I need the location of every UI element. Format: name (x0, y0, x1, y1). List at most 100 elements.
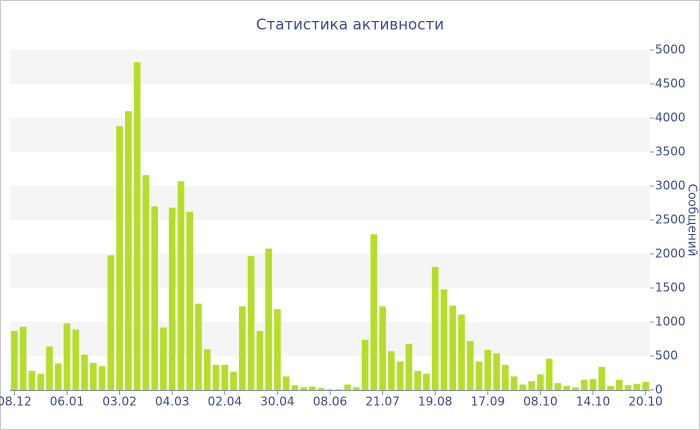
chart-title: Статистика активности (256, 16, 444, 34)
bar (388, 351, 395, 390)
grid-band (10, 186, 650, 220)
bar (72, 329, 80, 390)
bar (238, 306, 246, 390)
bar (230, 371, 237, 390)
bar (291, 385, 299, 390)
bar (151, 206, 158, 390)
bar (107, 255, 115, 390)
x-tick-label: 17.09 (471, 395, 505, 409)
x-tick-label: 19.08 (418, 395, 452, 409)
bar (19, 326, 27, 390)
bar (335, 389, 343, 390)
y-tick-label: 3000 (655, 179, 686, 193)
bar (449, 305, 457, 390)
bar (519, 384, 527, 390)
bar (458, 314, 465, 390)
bar (352, 387, 360, 390)
bar (493, 353, 500, 390)
x-tick-label: 03.02 (102, 395, 136, 409)
bar (186, 211, 194, 390)
bar (195, 303, 202, 390)
x-tick-label: 14.10 (576, 395, 610, 409)
bar (168, 207, 176, 390)
y-tick-label: 4500 (655, 77, 686, 91)
bar (580, 379, 588, 390)
bar (54, 363, 62, 390)
bar (440, 289, 448, 390)
x-tick-label: 20.10 (628, 395, 662, 409)
bar (361, 339, 369, 390)
grid-band (10, 254, 650, 288)
bar (510, 376, 518, 390)
grid-band (10, 118, 650, 152)
bar (537, 374, 544, 390)
grid-band (10, 322, 650, 356)
bar (89, 362, 97, 390)
bar (265, 248, 272, 390)
bar (256, 330, 264, 390)
bar (326, 389, 334, 390)
x-tick-label: 21.07 (365, 395, 399, 409)
x-tick-label: 02.04 (208, 395, 242, 409)
bar (633, 383, 641, 390)
bar (116, 126, 123, 390)
bar (589, 379, 597, 390)
y-tick-label: 500 (655, 349, 678, 363)
grid-band (10, 50, 650, 84)
bar (475, 361, 483, 390)
bar (466, 341, 474, 390)
bar (396, 361, 404, 390)
y-axis-label: Сообщений (686, 184, 700, 257)
bar (554, 383, 562, 390)
bar (203, 349, 211, 390)
bar (642, 381, 649, 390)
bar (431, 266, 439, 390)
bar (563, 385, 571, 390)
x-tick-label: 30.04 (260, 395, 294, 409)
bar (545, 358, 553, 390)
y-tick-label: 4000 (655, 111, 686, 125)
y-tick-label: 5000 (655, 43, 686, 57)
y-tick-label: 3500 (655, 145, 686, 159)
bar (221, 364, 229, 390)
y-tick-label: 2500 (655, 213, 686, 227)
bar (414, 370, 422, 390)
bar (405, 343, 413, 390)
x-tick-label: 08.10 (523, 395, 557, 409)
bar (133, 62, 141, 391)
bar (282, 376, 290, 390)
bar (615, 379, 623, 390)
bar (598, 366, 606, 390)
bar (528, 381, 535, 390)
bar (572, 387, 579, 390)
bar (379, 306, 386, 390)
y-tick-label: 0 (655, 383, 663, 397)
bar (46, 346, 53, 390)
bar (28, 370, 36, 390)
x-tick-label: 08.12 (0, 395, 32, 409)
bar (247, 256, 255, 390)
bar (274, 309, 281, 390)
x-tick-label: 04.03 (155, 395, 189, 409)
bar (484, 349, 492, 390)
bar (11, 331, 18, 390)
bar (344, 384, 351, 390)
bar (624, 385, 632, 390)
bar (142, 175, 150, 390)
bar (212, 364, 220, 390)
x-tick-label: 08.06 (313, 395, 347, 409)
y-tick-label: 1500 (655, 281, 686, 295)
bar (81, 354, 88, 390)
bar (63, 323, 71, 390)
bar (502, 364, 509, 390)
bar (423, 373, 430, 390)
bar (317, 387, 325, 390)
bar (177, 181, 185, 390)
x-tick-label: 06.01 (50, 395, 84, 409)
y-tick-label: 1000 (655, 315, 686, 329)
bar (300, 387, 308, 390)
bar (370, 234, 378, 390)
y-tick-label: 2000 (655, 247, 686, 261)
bar (309, 386, 316, 390)
